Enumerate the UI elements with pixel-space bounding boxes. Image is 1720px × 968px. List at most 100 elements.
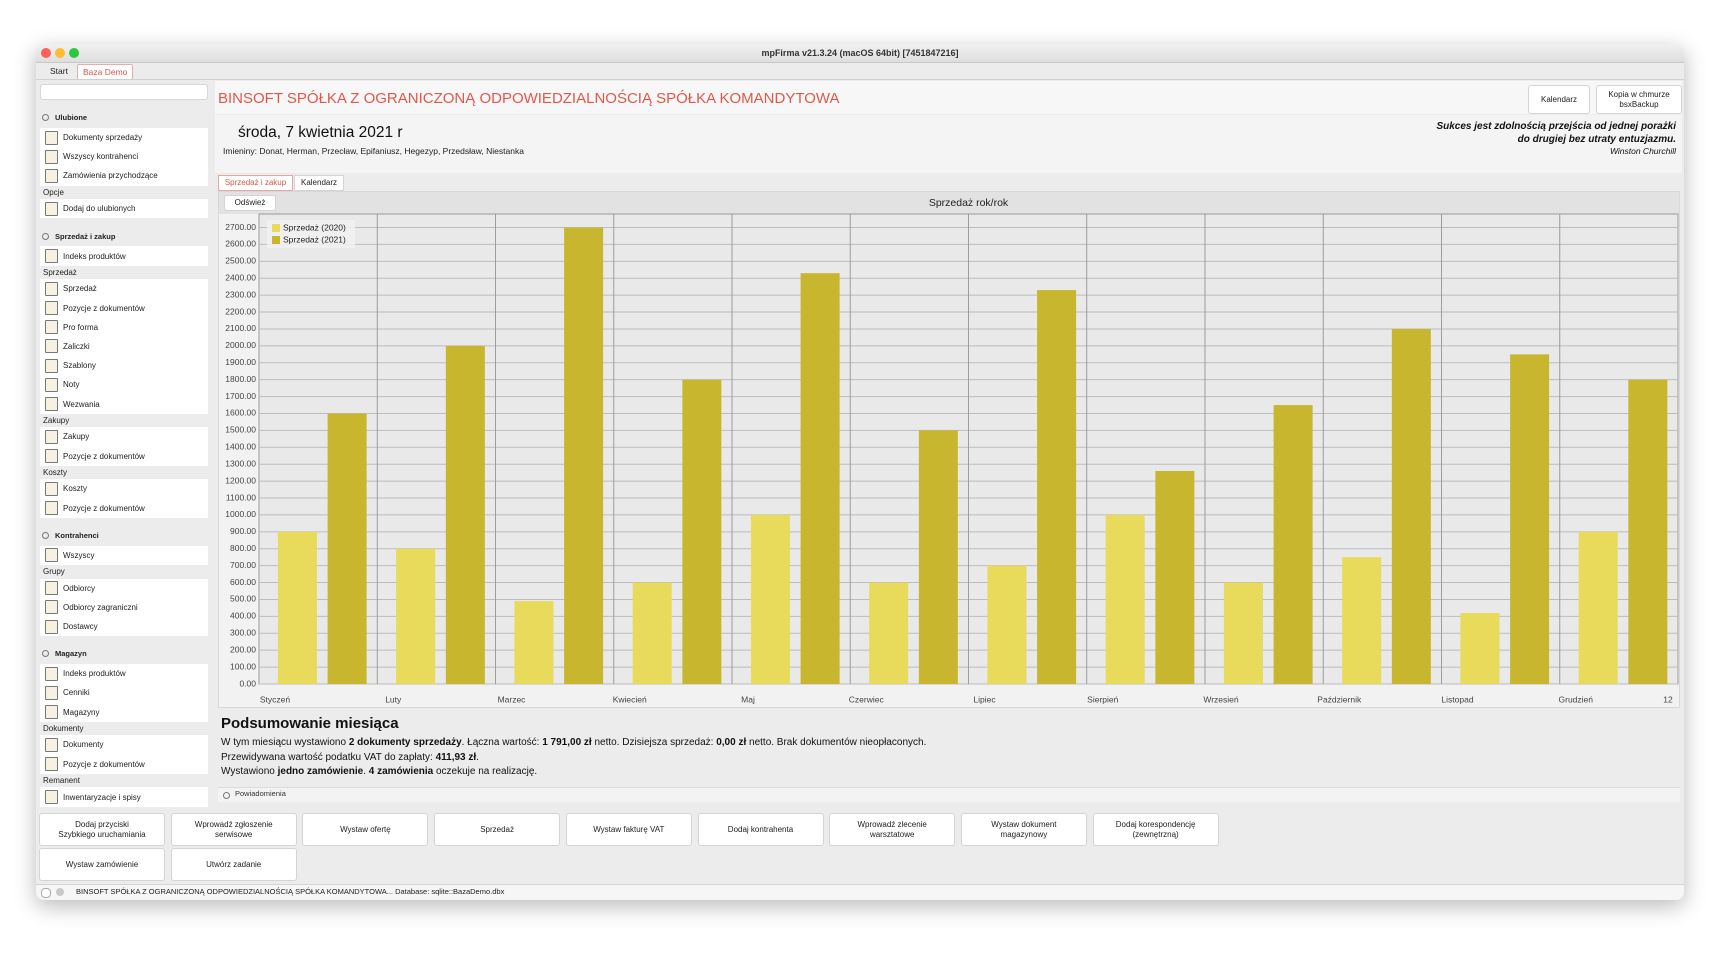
sidebar-item[interactable]: Pro forma — [40, 317, 208, 337]
sidebar-item[interactable]: Pozycje z dokumentów — [40, 446, 208, 466]
sidebar-section[interactable]: Magazyn — [40, 644, 208, 664]
refresh-button[interactable]: Odśwież — [224, 195, 276, 211]
item-label: Pro forma — [63, 322, 99, 332]
sidebar-item[interactable]: Pozycje z dokumentów — [40, 498, 208, 518]
y-tick-label: 2300.00 — [225, 289, 256, 299]
quick-button[interactable]: Dodaj kontrahenta — [697, 813, 824, 846]
summary-text: oczekuje na realizację. — [433, 766, 538, 777]
sidebar-item[interactable]: Dostawcy — [40, 616, 208, 637]
zoom-button[interactable] — [69, 48, 79, 58]
item-icon — [45, 757, 58, 772]
sidebar-section[interactable]: Ulubione — [40, 108, 208, 128]
button-text: Kopia w chmurze — [1608, 89, 1670, 99]
sidebar-item[interactable]: Magazyny — [40, 702, 208, 722]
quick-button[interactable]: Wystaw dokument magazynowy — [960, 813, 1087, 846]
y-tick-label: 600.00 — [230, 577, 256, 587]
quick-button[interactable]: Dodaj korespondencję (zewnętrzną) — [1092, 813, 1219, 846]
y-tick-label: 1700.00 — [225, 391, 256, 401]
sidebar-item[interactable]: Indeks produktów — [40, 246, 208, 266]
item-label: Magazyny — [63, 707, 100, 717]
item-label: Noty — [63, 380, 80, 390]
sidebar-item[interactable]: Sprzedaż — [40, 279, 208, 299]
summary-line: Wystawiono jedno zamówienie. 4 zamówieni… — [221, 766, 537, 777]
quick-button[interactable]: Wystaw ofertę — [302, 813, 429, 846]
bar — [1105, 514, 1145, 684]
sidebar-item[interactable]: Cenniki — [40, 683, 208, 703]
x-tick-label: Lipiec — [973, 694, 996, 704]
sidebar-section[interactable]: Sprzedaż i zakup — [40, 226, 208, 246]
minimize-button[interactable] — [55, 48, 65, 58]
close-button[interactable] — [41, 48, 51, 58]
sidebar-item[interactable]: Koszty — [40, 479, 208, 499]
sub-tab[interactable]: Sprzedaż i zakup — [218, 175, 293, 191]
header-button[interactable]: Kalendarz — [1528, 85, 1590, 114]
sidebar-item[interactable]: Zakupy — [40, 427, 208, 447]
x-tick-label: 12 — [1663, 694, 1673, 704]
item-label: Odbiorcy zagraniczni — [63, 602, 138, 612]
item-label: Zamówienia przychodzące — [63, 171, 158, 181]
bar — [1223, 582, 1263, 684]
sidebar-item[interactable]: Noty — [40, 375, 208, 395]
bar — [869, 582, 909, 684]
quick-button[interactable]: Sprzedaż — [434, 813, 561, 846]
sidebar-item[interactable]: Wezwania — [40, 394, 208, 414]
sidebar-item[interactable]: Dokumenty sprzedaży — [40, 127, 208, 148]
quick-button[interactable]: Utwórz zadanie — [170, 848, 297, 881]
group-label: Zakupy — [43, 415, 70, 425]
sidebar-item[interactable]: Dodaj do ulubionych — [40, 199, 208, 219]
bar — [1578, 531, 1618, 684]
sidebar-item[interactable]: Odbiorcy zagraniczni — [40, 597, 208, 617]
sidebar-section[interactable]: Kontrahenci — [40, 525, 208, 545]
quote-line: Winston Churchill — [1609, 146, 1676, 156]
sub-tab[interactable]: Kalendarz — [294, 175, 344, 191]
bar — [1037, 290, 1077, 684]
header-button[interactable]: Kopia w chmurze bsxBackup — [1596, 85, 1682, 114]
item-label: Koszty — [63, 484, 88, 494]
quick-button[interactable]: Wprowadź zgłoszenie serwisowe — [170, 813, 297, 846]
bar — [327, 413, 367, 684]
toggle — [42, 114, 49, 122]
button-text: Wprowadź zgłoszenie — [194, 819, 273, 829]
sidebar-item[interactable]: Pozycje z dokumentów — [40, 298, 208, 318]
quick-button[interactable]: Dodaj przyciski Szybkiego uruchamiania — [39, 813, 165, 846]
sidebar-item[interactable]: Wszyscy — [40, 545, 208, 565]
item-icon — [45, 358, 58, 373]
bar — [987, 565, 1027, 684]
sidebar-item[interactable]: Inwentaryzacje i spisy — [40, 787, 208, 807]
item-label: Pozycje z dokumentów — [63, 759, 145, 769]
sidebar-item[interactable]: Szablony — [40, 356, 208, 376]
y-tick-label: 2400.00 — [225, 272, 256, 282]
group-label: Koszty — [43, 467, 68, 477]
item-icon — [45, 168, 58, 183]
notif-toggle[interactable] — [223, 792, 230, 799]
search-box[interactable] — [40, 84, 208, 100]
chart-panel: Sprzedaż rok/rok 0.00 100.00 200.00 300.00 40… — [218, 191, 1680, 708]
sidebar-item[interactable]: Dokumenty — [40, 735, 208, 755]
sidebar-item[interactable]: Odbiorcy — [40, 578, 208, 598]
item-label: Dostawcy — [63, 622, 98, 632]
x-tick-label: Kwiecień — [613, 694, 647, 704]
sidebar-item[interactable]: Pozycje z dokumentów — [40, 754, 208, 774]
top-tab[interactable]: Baza Demo — [77, 64, 134, 80]
chart-header — [219, 192, 1679, 214]
bar — [1628, 379, 1668, 684]
sidebar-item[interactable]: Zamówienia przychodzące — [40, 166, 208, 186]
sidebar-item[interactable]: Wszyscy kontrahenci — [40, 147, 208, 167]
bar — [750, 514, 790, 684]
y-tick-label: 2600.00 — [225, 239, 256, 249]
summary-line: W tym miesiącu wystawiono 2 dokumenty sp… — [221, 737, 926, 748]
x-tick-label: Grudzień — [1559, 694, 1594, 704]
sidebar-item[interactable]: Zaliczki — [40, 336, 208, 357]
top-tab[interactable]: Start — [50, 66, 68, 76]
quick-button[interactable]: Wystaw zamówienie — [39, 848, 165, 881]
sidebar-item[interactable]: Indeks produktów — [40, 664, 208, 684]
quick-button[interactable]: Wprowadź zlecenie warsztatowe — [829, 813, 956, 846]
chart-title: Sprzedaż rok/rok — [929, 197, 1009, 209]
item-label: Pozycje z dokumentów — [63, 451, 145, 461]
summary-text: Przewidywana wartość podatku VAT do zapł… — [221, 751, 436, 763]
y-tick-label: 0.00 — [239, 678, 256, 688]
quick-button[interactable]: Wystaw fakturę VAT — [565, 813, 692, 846]
item-icon — [45, 281, 58, 296]
button-text: Szybkiego uruchamiania — [58, 829, 146, 839]
item-icon — [45, 600, 58, 615]
